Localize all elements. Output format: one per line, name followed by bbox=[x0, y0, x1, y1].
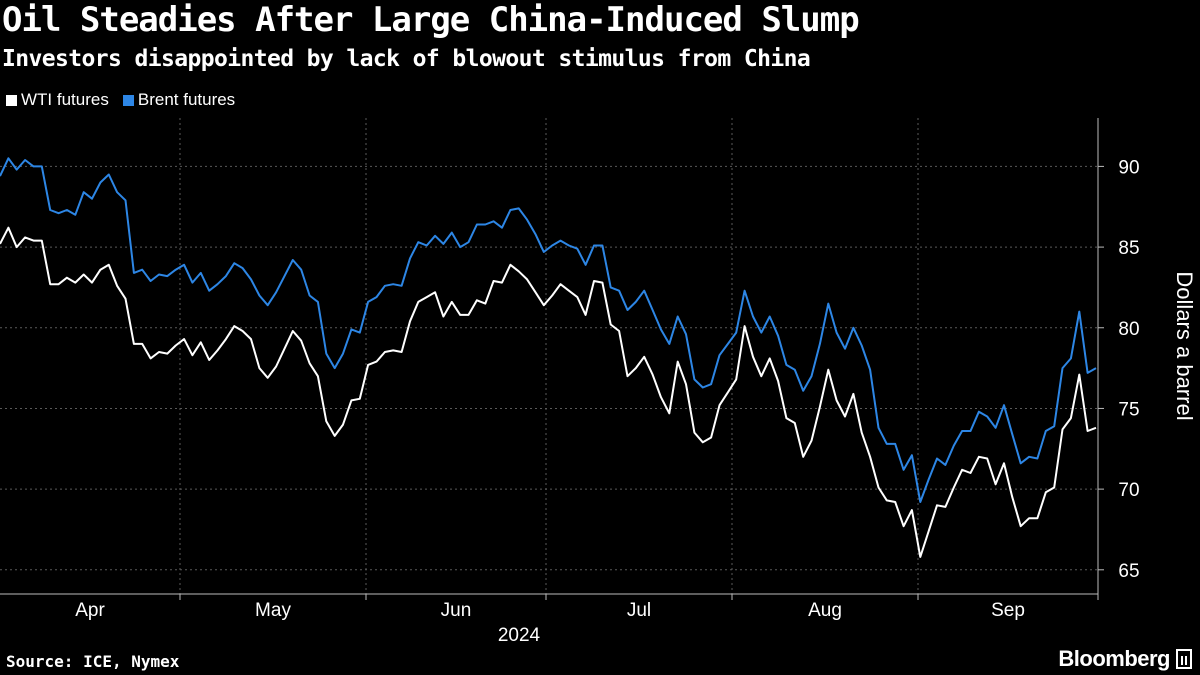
wti-futures-line bbox=[0, 226, 1097, 558]
bloomberg-terminal-icon bbox=[1176, 649, 1192, 669]
x-tick-label: Sep bbox=[991, 600, 1025, 621]
x-tick-label: Jun bbox=[441, 600, 472, 621]
x-tick-label: Apr bbox=[75, 600, 105, 621]
legend-swatch-brent bbox=[122, 94, 134, 106]
y-tick-label: 80 bbox=[1118, 319, 1139, 340]
gridlines bbox=[0, 118, 1098, 594]
chart-title: Oil Steadies After Large China-Induced S… bbox=[2, 0, 860, 40]
x-tick-label: May bbox=[255, 600, 291, 621]
legend-label-wti: WTI futures bbox=[21, 90, 109, 109]
axis-labels: 65 70 75 80 85 90 Apr May Jun Jul Aug Sep 2024 Dollar… bbox=[75, 157, 1197, 646]
brent-futures-line bbox=[0, 157, 1097, 503]
chart-subtitle: Investors disappointed by lack of blowou… bbox=[2, 46, 811, 72]
y-tick-label: 70 bbox=[1118, 480, 1139, 501]
bloomberg-logo: Bloomberg bbox=[1058, 646, 1192, 672]
y-tick-label: 90 bbox=[1118, 157, 1139, 178]
y-tick-label: 85 bbox=[1118, 238, 1139, 259]
axes bbox=[0, 118, 1104, 600]
series-lines bbox=[0, 157, 1097, 558]
y-tick-label: 65 bbox=[1118, 561, 1139, 582]
brand-name: Bloomberg bbox=[1058, 646, 1170, 671]
legend-label-brent: Brent futures bbox=[137, 90, 236, 109]
y-tick-label: 75 bbox=[1118, 399, 1139, 420]
legend-item-wti: WTI futures bbox=[6, 90, 109, 110]
legend: WTI futures Brent futures bbox=[6, 90, 235, 110]
source-note: Source: ICE, Nymex bbox=[6, 652, 180, 671]
x-year-label: 2024 bbox=[498, 625, 541, 646]
legend-item-brent: Brent futures bbox=[122, 90, 236, 110]
y-axis-title: Dollars a barrel bbox=[1172, 271, 1197, 420]
legend-swatch-wti bbox=[6, 94, 17, 106]
x-tick-label: Jul bbox=[627, 600, 651, 621]
x-tick-label: Aug bbox=[808, 600, 842, 621]
